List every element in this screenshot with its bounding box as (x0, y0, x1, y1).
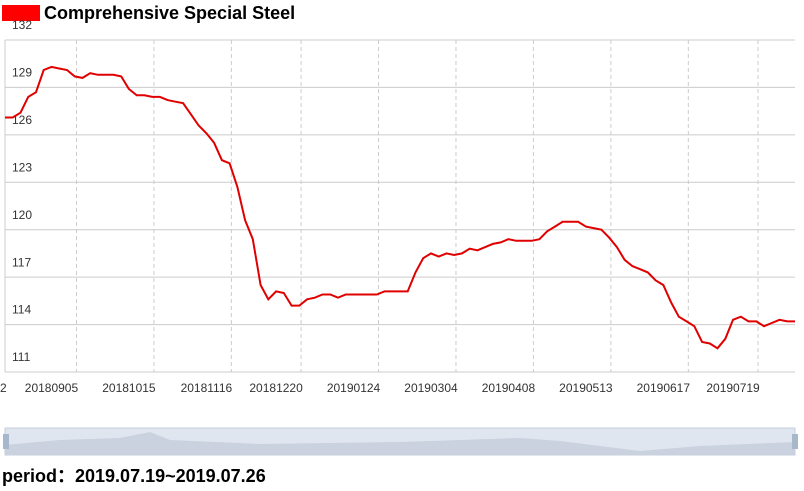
y-tick-label: 132 (12, 18, 32, 32)
y-tick-label: 126 (12, 113, 32, 127)
x-tick-label: 20181116 (181, 381, 233, 395)
y-tick-label: 111 (12, 350, 31, 364)
period: period：2019.07.19~2019.07.26 (2, 462, 266, 488)
x-tick-label: 20190304 (404, 381, 458, 395)
x-tick-label: 20190719 (706, 381, 760, 395)
x-tick-label: 20190408 (482, 381, 536, 395)
x-tick-label: 20190617 (637, 381, 691, 395)
series-line (5, 65, 795, 350)
zoom-handle[interactable] (3, 434, 9, 449)
y-tick-label: 117 (12, 255, 31, 269)
y-tick-label: 129 (12, 66, 32, 80)
zoom-handle[interactable] (792, 434, 798, 449)
legend-swatch (2, 5, 40, 21)
x-tick-label: 20181015 (102, 381, 156, 395)
period-label: period： (2, 466, 76, 486)
x-tick-label: 20190124 (327, 381, 381, 395)
zoom-shadow (5, 432, 795, 455)
chart-title: Comprehensive Special Steel (44, 3, 295, 23)
x-tick-label: 2 (0, 381, 7, 395)
data-zoom[interactable] (3, 427, 798, 456)
x-tick-label: 20180905 (25, 381, 79, 395)
y-tick-label: 123 (12, 160, 32, 174)
period-value: 2019.07.19~2019.07.26 (75, 466, 266, 486)
y-tick-label: 120 (12, 208, 32, 222)
chart: Comprehensive Special Steel 111 114 117 120… (0, 3, 798, 456)
x-tick-label: 20181220 (249, 381, 303, 395)
y-tick-label: 114 (12, 303, 31, 317)
x-tick-label: 20190513 (559, 381, 613, 395)
